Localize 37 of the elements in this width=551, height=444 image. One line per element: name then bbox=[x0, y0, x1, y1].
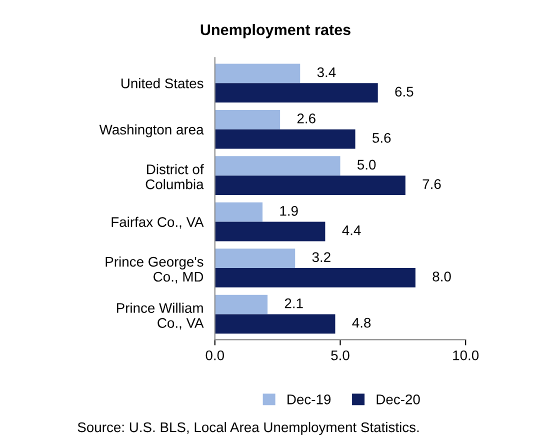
y-tick-label: United States bbox=[121, 78, 204, 88]
bar bbox=[214, 156, 340, 176]
y-tick-label: Prince William Co., VA bbox=[116, 302, 204, 330]
data-label: 1.9 bbox=[280, 206, 298, 216]
bar bbox=[214, 83, 378, 103]
x-tick-label: 0.0 bbox=[206, 350, 224, 360]
data-label: 8.0 bbox=[432, 272, 451, 282]
x-tick-label: 10.0 bbox=[453, 350, 479, 360]
data-label: 2.1 bbox=[284, 298, 303, 308]
y-tick-label: Prince George's Co., MD bbox=[106, 256, 204, 284]
data-label: 5.0 bbox=[357, 160, 376, 170]
data-label: 4.8 bbox=[352, 318, 371, 328]
bar bbox=[214, 64, 300, 84]
y-tick-label: Fairfax Co., VA bbox=[112, 216, 204, 229]
bar bbox=[214, 110, 280, 130]
legend-label: Dec-19 bbox=[288, 394, 331, 404]
data-label: 3.4 bbox=[317, 67, 336, 78]
data-label: 2.6 bbox=[297, 114, 316, 124]
legend-label: Dec-20 bbox=[376, 394, 420, 404]
source-note: Source: U.S. BLS, Local Area Unemployment Statistics. bbox=[78, 422, 419, 435]
x-tick-label: 5.0 bbox=[331, 350, 350, 360]
bar bbox=[214, 268, 416, 288]
chart-title: Unemployment rates bbox=[200, 24, 350, 38]
data-label: 7.6 bbox=[422, 179, 441, 190]
y-tick-label: District of Columbia bbox=[146, 164, 204, 190]
bar bbox=[214, 129, 356, 149]
data-label: 4.4 bbox=[342, 226, 361, 236]
bar bbox=[214, 314, 336, 334]
bar bbox=[214, 176, 406, 195]
data-label: 3.2 bbox=[312, 252, 330, 262]
bar bbox=[214, 248, 296, 268]
bar bbox=[214, 294, 268, 314]
bar bbox=[214, 202, 263, 222]
data-label: 5.6 bbox=[372, 132, 391, 143]
y-tick-label: Washington area bbox=[99, 124, 204, 138]
data-label: 6.5 bbox=[395, 86, 414, 97]
bar bbox=[214, 222, 326, 242]
